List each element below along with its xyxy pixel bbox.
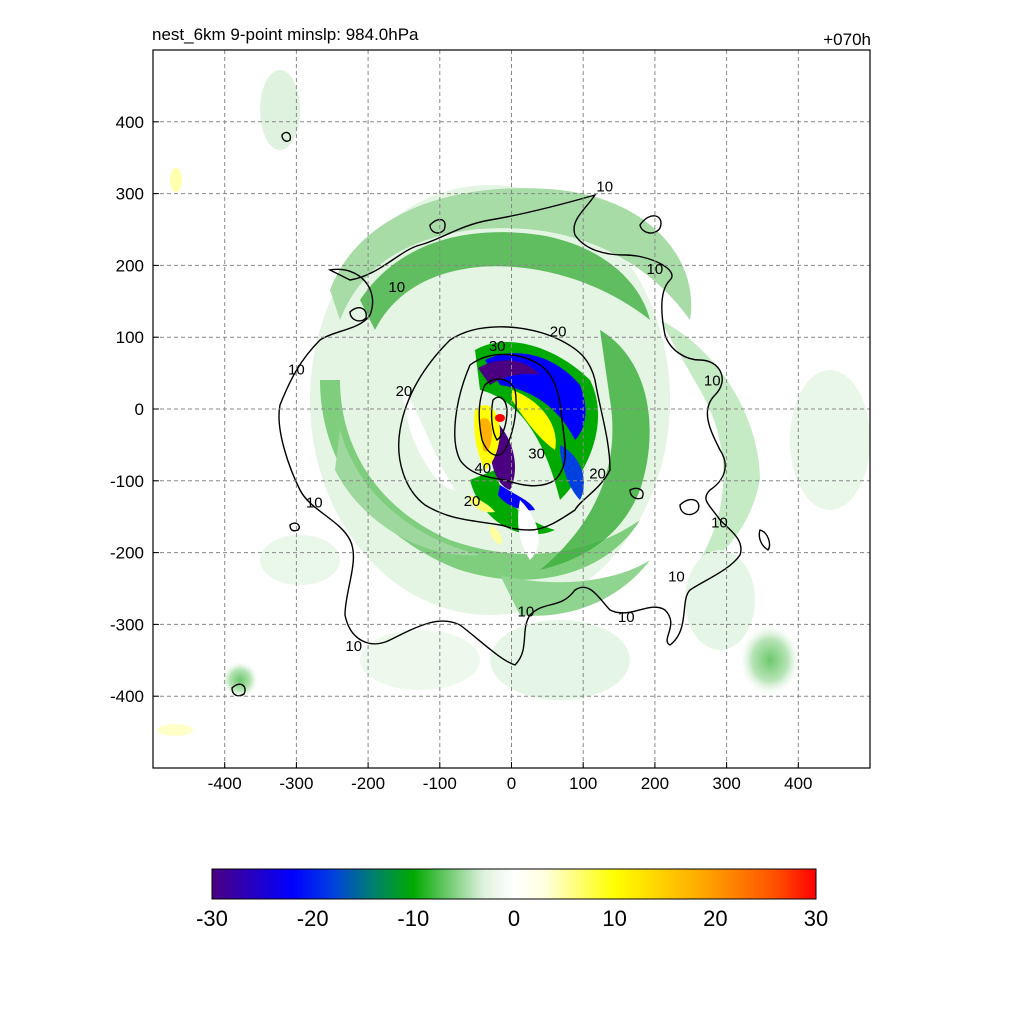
y-tick-label: 400: [116, 113, 144, 132]
x-tick-label: 300: [712, 774, 740, 793]
contour-label: 10: [596, 178, 613, 195]
contour-label: 40: [474, 460, 491, 477]
plot-area: 10 10 10 10 10 10 10 10 10 10 10 20 20 20 20 30 30 40: [153, 50, 870, 768]
x-tick-label: -300: [279, 774, 313, 793]
contour-label: 10: [345, 638, 362, 655]
contour-10-blob-7: [289, 522, 300, 532]
contour-label: 30: [489, 338, 506, 355]
y-tick-label: 200: [116, 256, 144, 275]
contour-10-blob-3: [679, 498, 700, 516]
y-tick-label: -200: [110, 544, 144, 563]
x-tick-label: -100: [423, 774, 457, 793]
contour-10-blob-2: [349, 307, 367, 322]
contour-10-blob-4: [758, 529, 771, 551]
y-tick-label: 0: [135, 400, 144, 419]
grid-lines: [153, 50, 870, 768]
colorbar: -30 -20 -10 0 10 20 30: [196, 868, 828, 931]
colorbar-tick-label: 20: [703, 906, 727, 931]
shading-field: [157, 70, 870, 736]
colorbar-tick-label: 10: [602, 906, 626, 931]
colorbar-tick-label: -30: [196, 906, 228, 931]
y-axis: 400 300 200 100 0 -100 -200 -300 -400: [110, 113, 159, 706]
y-tick-label: -300: [110, 615, 144, 634]
contour-40: [478, 378, 517, 456]
y-tick-label: -100: [110, 472, 144, 491]
x-tick-label: 0: [507, 774, 516, 793]
contour-10-blob-1: [639, 215, 662, 234]
x-tick-label: 200: [641, 774, 669, 793]
contour-30: [454, 353, 566, 487]
colorbar-tick-label: 0: [508, 906, 520, 931]
contour-label: 20: [396, 383, 413, 400]
colorbar-tick-label: -10: [397, 906, 429, 931]
contour-label: 30: [528, 446, 545, 463]
chart-title: nest_6km 9-point minslp: 984.0hPa: [152, 25, 419, 44]
contour-10-blob-5: [231, 683, 246, 697]
y-tick-label: -400: [110, 687, 144, 706]
y-tick-label: 300: [116, 185, 144, 204]
contour-10: [278, 193, 742, 666]
x-tick-label: 100: [569, 774, 597, 793]
contour-label: 10: [711, 514, 728, 531]
contour-label: 20: [464, 493, 481, 510]
y-tick-label: 100: [116, 328, 144, 347]
time-label: +070h: [823, 30, 871, 49]
x-axis: -400 -300 -200 -100 0 100 200 300 400: [208, 762, 812, 793]
contour-label: 10: [306, 494, 323, 511]
contour-40-inner: [490, 396, 508, 441]
contour-label: 20: [589, 466, 606, 483]
x-tick-label: -400: [208, 774, 242, 793]
contour-label: 20: [550, 323, 567, 340]
contour-label: 10: [388, 279, 405, 296]
contour-label: 10: [668, 568, 685, 585]
contour-label: 10: [618, 609, 635, 626]
contour-10-blob-9: [629, 487, 644, 500]
contour-label: 10: [647, 261, 664, 278]
colorbar-tick-label: 30: [804, 906, 828, 931]
contour-10-blob-8: [429, 218, 446, 234]
contour-label: 10: [517, 603, 534, 620]
x-tick-label: 400: [784, 774, 812, 793]
contour-lines: [231, 131, 771, 697]
colorbar-bar: [211, 868, 817, 900]
contour-20: [398, 326, 611, 531]
contour-label: 10: [288, 362, 305, 379]
contour-labels: 10 10 10 10 10 10 10 10 10 10 10 20 20 20 20 30 30 40: [288, 178, 728, 655]
contour-10-blob-6: [281, 131, 292, 142]
colorbar-tick-label: -20: [297, 906, 329, 931]
x-tick-label: -200: [351, 774, 385, 793]
contour-label: 10: [704, 372, 721, 389]
colorbar-ticks: -30 -20 -10 0 10 20 30: [196, 906, 828, 931]
